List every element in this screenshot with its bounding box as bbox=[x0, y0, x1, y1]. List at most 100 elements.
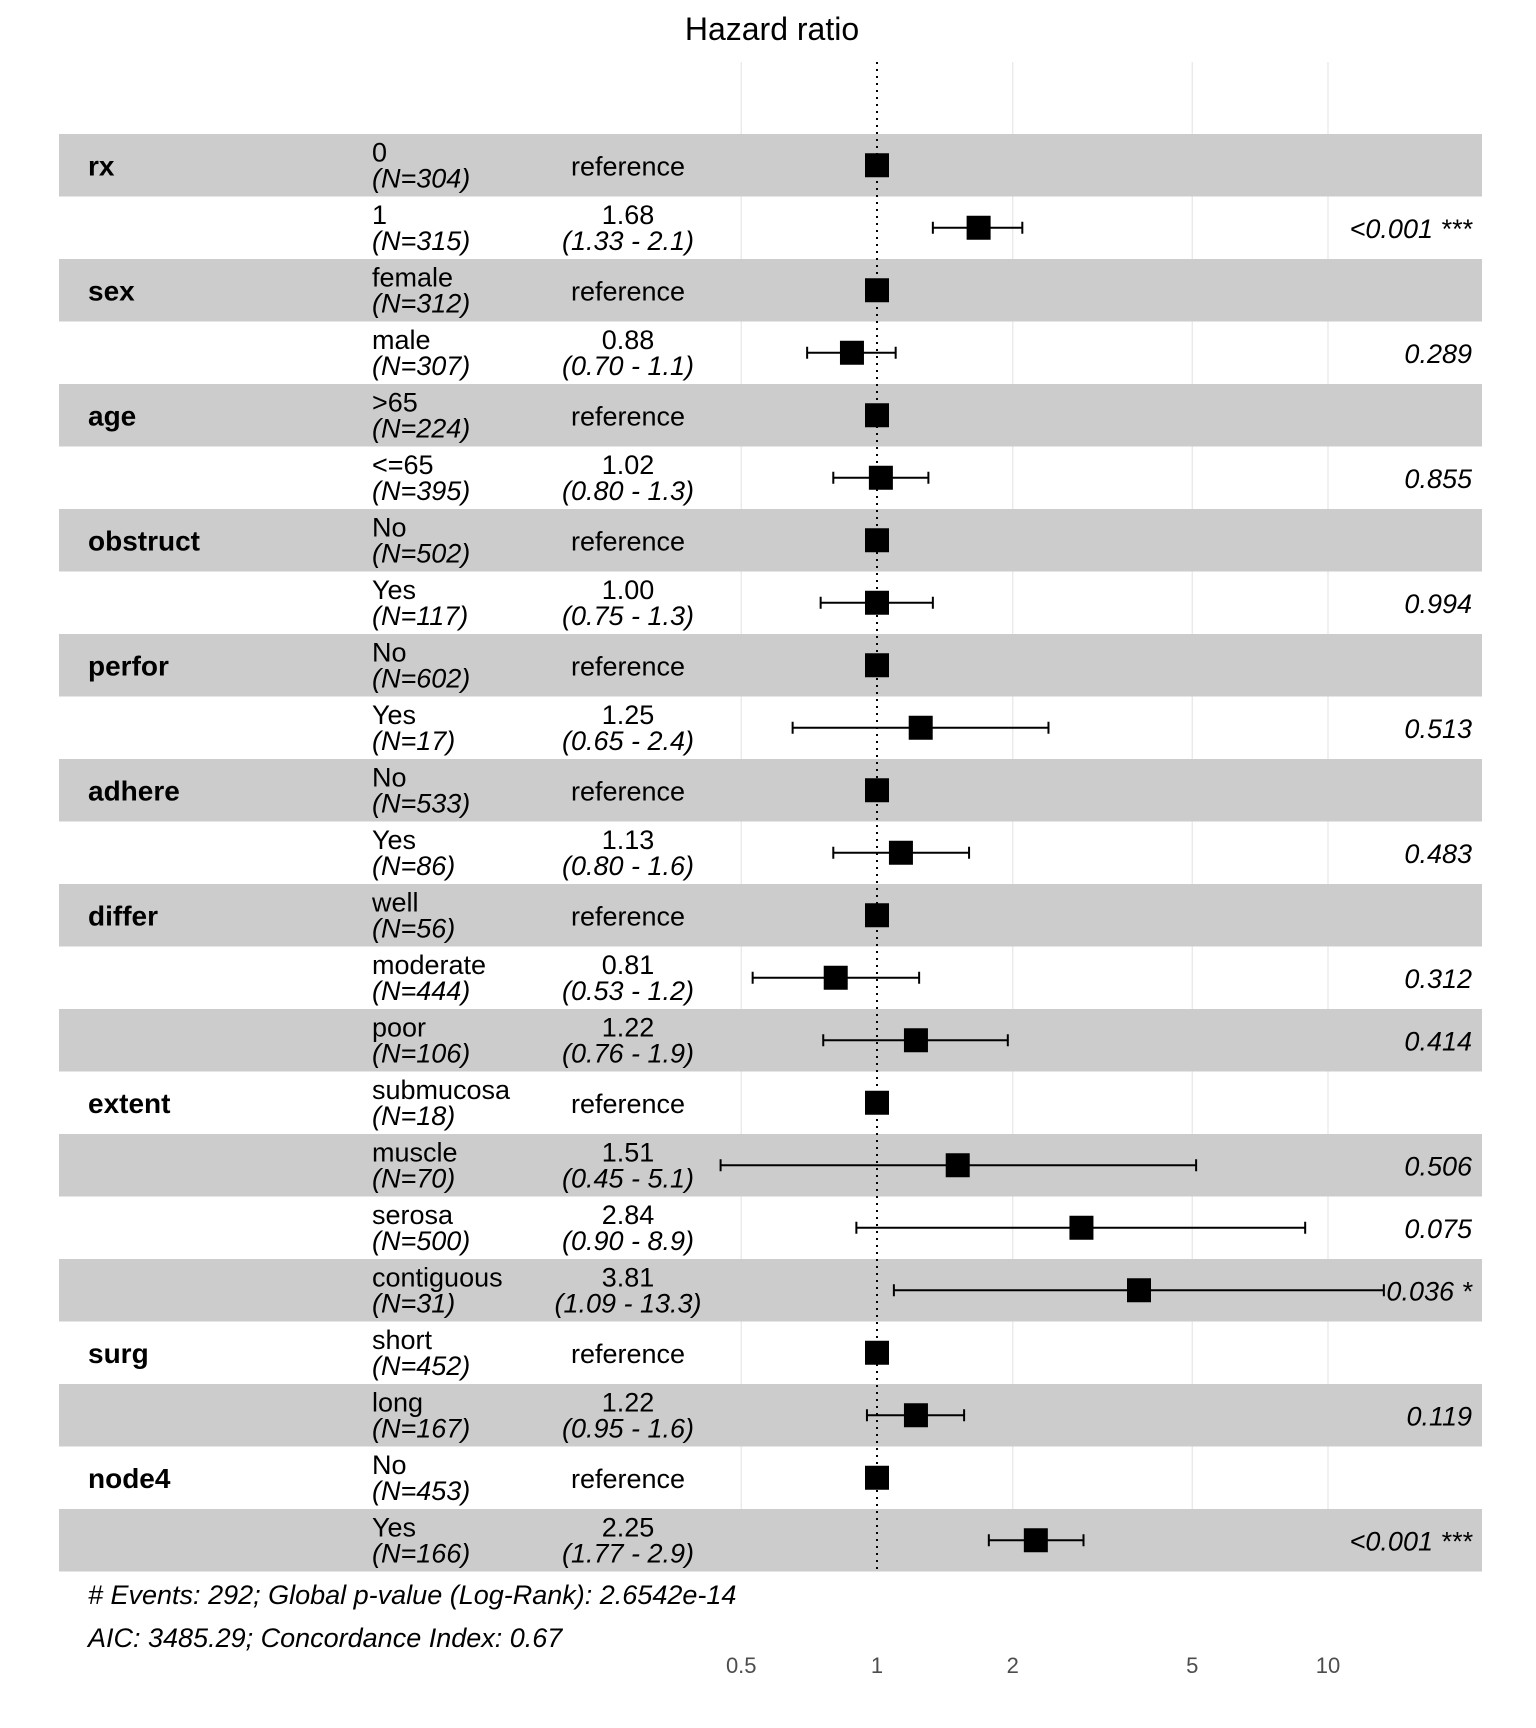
p-value-label: 0.119 bbox=[1406, 1401, 1472, 1431]
hr-label: 1.00 bbox=[602, 575, 655, 605]
n-label: (N=224) bbox=[372, 413, 470, 443]
ci-label: (1.77 - 2.9) bbox=[562, 1538, 694, 1568]
hr-point bbox=[1126, 1278, 1151, 1303]
reference-label: reference bbox=[571, 651, 685, 681]
hr-point bbox=[888, 840, 913, 865]
hr-point bbox=[1023, 1528, 1048, 1553]
reference-label: reference bbox=[571, 526, 685, 556]
hr-point bbox=[823, 965, 848, 990]
row-labels: rx 0(N=304) reference 1(N=315) 1.68(1.33 - 2… bbox=[88, 137, 1473, 1568]
p-value-label: 0.513 bbox=[1404, 714, 1472, 744]
hr-point bbox=[865, 590, 889, 615]
level-label: short bbox=[372, 1325, 433, 1355]
hr-label: 1.13 bbox=[602, 825, 655, 855]
hr-label: 1.25 bbox=[602, 700, 655, 730]
x-tick-label: 10 bbox=[1316, 1653, 1340, 1678]
level-label: No bbox=[372, 762, 407, 792]
estimate-marks bbox=[719, 153, 1385, 1553]
p-value-label: 0.994 bbox=[1404, 589, 1472, 619]
n-label: (N=602) bbox=[372, 663, 470, 693]
reference-label: reference bbox=[571, 401, 685, 431]
hr-label: 1.22 bbox=[602, 1387, 655, 1417]
n-label: (N=533) bbox=[372, 788, 470, 818]
ci-label: (1.33 - 2.1) bbox=[562, 226, 694, 256]
reference-label: reference bbox=[571, 1089, 685, 1119]
row-band bbox=[59, 384, 1482, 447]
hr-point bbox=[865, 153, 889, 178]
row-band bbox=[59, 509, 1482, 572]
row-bands bbox=[59, 134, 1482, 1572]
hr-point bbox=[865, 1090, 889, 1115]
n-label: (N=304) bbox=[372, 163, 470, 193]
footnote-line: # Events: 292; Global p-value (Log-Rank)… bbox=[88, 1580, 736, 1610]
variable-label: sex bbox=[88, 275, 135, 306]
n-label: (N=453) bbox=[372, 1476, 470, 1506]
hr-point bbox=[865, 278, 889, 303]
level-label: <=65 bbox=[372, 450, 434, 480]
n-label: (N=117) bbox=[372, 601, 468, 631]
level-label: 1 bbox=[372, 200, 387, 230]
hr-point bbox=[839, 340, 864, 365]
reference-label: reference bbox=[571, 151, 685, 181]
ci-label: (0.90 - 8.9) bbox=[562, 1226, 694, 1256]
ci-label: (0.76 - 1.9) bbox=[562, 1038, 694, 1068]
row-band bbox=[59, 259, 1482, 322]
level-label: Yes bbox=[372, 575, 416, 605]
reference-label: reference bbox=[571, 1464, 685, 1494]
n-label: (N=56) bbox=[372, 913, 455, 943]
n-label: (N=70) bbox=[372, 1163, 455, 1193]
hr-point bbox=[868, 465, 893, 490]
level-label: No bbox=[372, 512, 407, 542]
ci-label: (0.53 - 1.2) bbox=[562, 976, 694, 1006]
row-band bbox=[59, 634, 1482, 697]
hr-point bbox=[865, 528, 889, 553]
reference-label: reference bbox=[571, 276, 685, 306]
variable-label: rx bbox=[88, 150, 115, 181]
footnote-line: AIC: 3485.29; Concordance Index: 0.67 bbox=[86, 1623, 563, 1653]
row-band bbox=[59, 134, 1482, 197]
row-band bbox=[59, 1009, 1482, 1072]
p-value-label: 0.506 bbox=[1404, 1151, 1473, 1181]
hr-point bbox=[865, 1465, 889, 1490]
hr-point bbox=[908, 715, 933, 740]
row-band bbox=[59, 759, 1482, 822]
level-label: serosa bbox=[372, 1200, 454, 1230]
n-label: (N=106) bbox=[372, 1038, 470, 1068]
hr-label: 1.51 bbox=[602, 1137, 655, 1167]
hr-point bbox=[865, 403, 889, 428]
level-label: contiguous bbox=[372, 1262, 503, 1292]
p-value-label: 0.075 bbox=[1404, 1214, 1473, 1244]
variable-label: differ bbox=[88, 900, 158, 931]
hr-label: 1.02 bbox=[602, 450, 655, 480]
level-label: well bbox=[371, 887, 419, 917]
hr-point bbox=[966, 215, 991, 240]
x-tick-label: 2 bbox=[1007, 1653, 1019, 1678]
n-label: (N=502) bbox=[372, 538, 470, 568]
ci-label: (0.80 - 1.6) bbox=[562, 851, 694, 881]
variable-label: adhere bbox=[88, 775, 180, 806]
hr-point bbox=[903, 1028, 928, 1053]
variable-label: perfor bbox=[88, 650, 169, 681]
level-label: >65 bbox=[372, 387, 418, 417]
p-value-label: 0.312 bbox=[1404, 964, 1472, 994]
level-label: Yes bbox=[372, 825, 416, 855]
row-band bbox=[59, 884, 1482, 947]
hr-label: 3.81 bbox=[602, 1262, 655, 1292]
hr-label: 2.25 bbox=[602, 1512, 655, 1542]
hr-label: 0.88 bbox=[602, 325, 655, 355]
level-label: No bbox=[372, 1450, 407, 1480]
n-label: (N=166) bbox=[372, 1538, 470, 1568]
hr-label: 1.68 bbox=[602, 200, 655, 230]
variable-label: age bbox=[88, 400, 136, 431]
p-value-label: <0.001 *** bbox=[1350, 214, 1474, 244]
variable-label: extent bbox=[88, 1088, 170, 1119]
variable-label: surg bbox=[88, 1338, 149, 1369]
hr-point bbox=[865, 653, 889, 678]
ci-label: (0.45 - 5.1) bbox=[562, 1163, 694, 1193]
reference-label: reference bbox=[571, 776, 685, 806]
ci-label: (0.80 - 1.3) bbox=[562, 476, 694, 506]
hr-point bbox=[903, 1403, 928, 1428]
row-band bbox=[59, 1509, 1482, 1572]
ci-label: (0.65 - 2.4) bbox=[562, 726, 694, 756]
level-label: Yes bbox=[372, 1512, 416, 1542]
